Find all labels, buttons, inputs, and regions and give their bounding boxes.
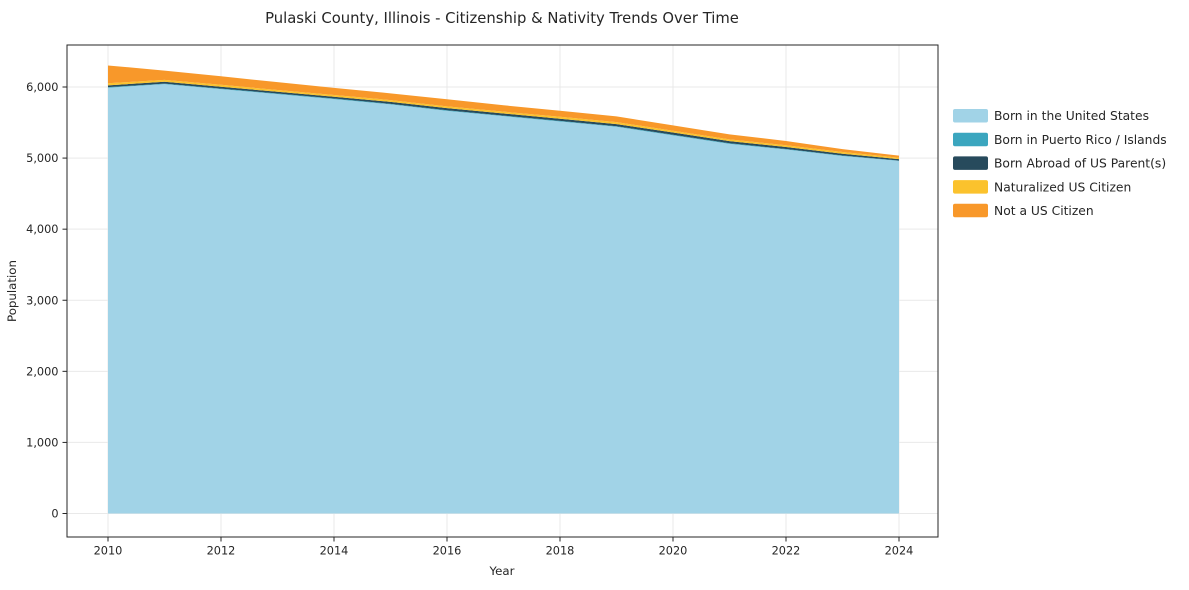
legend-label: Naturalized US Citizen bbox=[994, 180, 1131, 194]
legend-swatch-icon bbox=[953, 132, 988, 147]
legend: Born in the United States Born in Puerto … bbox=[953, 109, 1167, 218]
legend-label: Born Abroad of US Parent(s) bbox=[994, 157, 1166, 171]
area-series-born-abroad-of-us-parent-s bbox=[108, 81, 899, 161]
area-series-layer bbox=[108, 65, 899, 514]
chart-title: Pulaski County, Illinois - Citizenship &… bbox=[265, 10, 739, 27]
legend-item: Born in the United States bbox=[953, 109, 1149, 123]
y-tick-label: 5,000 bbox=[26, 152, 58, 165]
x-tick-label: 2020 bbox=[659, 545, 688, 558]
plot-frame bbox=[66, 44, 939, 538]
area-series-not-a-us-citizen bbox=[108, 65, 899, 158]
axis-ticks: 2010 2012 2014 2016 2018 2020 2022 2024 0 1,000 2,… bbox=[26, 81, 913, 558]
legend-swatch-icon bbox=[953, 180, 988, 194]
legend-swatch-icon bbox=[953, 109, 988, 123]
y-tick-label: 2,000 bbox=[26, 365, 58, 378]
x-tick-label: 2012 bbox=[207, 545, 236, 558]
y-tick-label: 4,000 bbox=[26, 223, 58, 236]
legend-swatch-icon bbox=[953, 156, 988, 170]
y-tick-label: 1,000 bbox=[26, 436, 58, 449]
x-tick-label: 2018 bbox=[546, 545, 575, 558]
legend-label: Not a US Citizen bbox=[994, 204, 1094, 218]
legend-label: Born in the United States bbox=[994, 109, 1149, 123]
x-tick-label: 2022 bbox=[772, 545, 801, 558]
area-series-born-in-puerto-rico-islands bbox=[108, 83, 899, 161]
y-axis-label: Population bbox=[5, 260, 19, 322]
x-tick-label: 2016 bbox=[433, 545, 462, 558]
legend-item: Naturalized US Citizen bbox=[953, 180, 1131, 194]
x-tick-label: 2014 bbox=[320, 545, 349, 558]
legend-label: Born in Puerto Rico / Islands bbox=[994, 133, 1167, 147]
legend-item: Born Abroad of US Parent(s) bbox=[953, 156, 1166, 171]
x-axis-label: Year bbox=[489, 564, 515, 578]
x-tick-label: 2010 bbox=[94, 545, 123, 558]
area-series-born-in-the-united-states bbox=[108, 84, 899, 514]
y-tick-label: 3,000 bbox=[26, 294, 58, 307]
legend-swatch-icon bbox=[953, 203, 988, 218]
y-tick-label: 6,000 bbox=[26, 81, 58, 94]
x-tick-label: 2024 bbox=[885, 545, 914, 558]
legend-item: Born in Puerto Rico / Islands bbox=[953, 132, 1167, 147]
y-tick-label: 0 bbox=[51, 508, 58, 521]
legend-item: Not a US Citizen bbox=[953, 203, 1094, 218]
